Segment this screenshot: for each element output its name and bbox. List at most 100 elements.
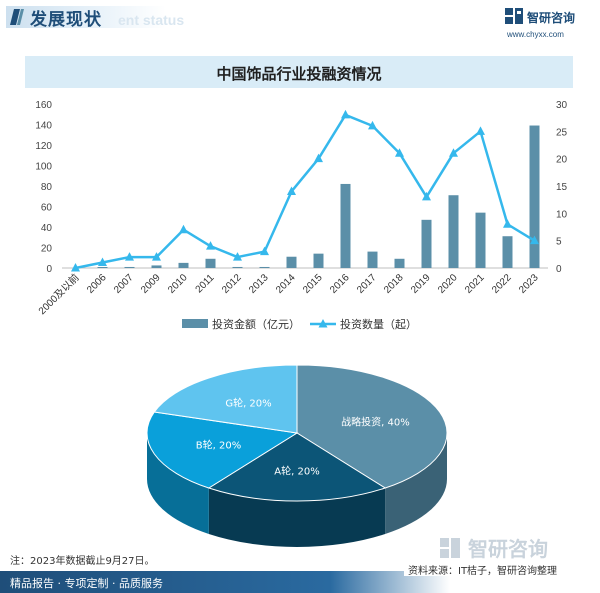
investment-count-marker bbox=[125, 252, 134, 261]
x-tick-label: 2007 bbox=[112, 272, 136, 296]
brand-url: www.chyxx.com bbox=[507, 30, 564, 39]
chyxx-logo-icon bbox=[505, 8, 523, 24]
investment-count-marker bbox=[152, 252, 161, 261]
investment-count-marker bbox=[71, 263, 80, 272]
x-tick-label: 2014 bbox=[274, 272, 298, 296]
y-left-tick-label: 120 bbox=[35, 141, 52, 152]
investment-amount-bar bbox=[394, 258, 405, 268]
y-right-tick-label: 30 bbox=[556, 100, 568, 111]
investment-amount-bar bbox=[97, 267, 108, 268]
y-right-tick-label: 5 bbox=[556, 237, 562, 248]
x-tick-label: 2019 bbox=[409, 272, 433, 296]
footer-bar bbox=[0, 571, 600, 593]
investment-amount-bar bbox=[367, 251, 378, 268]
data-source: 资料来源：IT桔子，智研咨询整理 bbox=[408, 566, 558, 577]
investment-amount-bar bbox=[151, 265, 162, 268]
investment-amount-bar bbox=[124, 266, 135, 268]
y-left-tick-label: 0 bbox=[46, 264, 52, 275]
y-left-tick-label: 40 bbox=[41, 223, 53, 234]
y-left-tick-label: 140 bbox=[35, 121, 52, 132]
y-left-tick-label: 80 bbox=[41, 182, 53, 193]
pie-slice-label: 战略投资, 40% bbox=[341, 415, 410, 428]
investment-amount-bar bbox=[448, 195, 459, 268]
y-right-tick-label: 10 bbox=[556, 209, 568, 220]
pie-slice bbox=[153, 364, 298, 434]
footnote: 注：2023年数据截止9月27日。 bbox=[10, 556, 155, 567]
investment-amount-bar bbox=[178, 262, 189, 268]
investment-count-marker bbox=[476, 126, 485, 135]
investment-amount-bar bbox=[529, 125, 540, 269]
investment-amount-bar bbox=[340, 183, 351, 268]
y-right-tick-label: 0 bbox=[556, 264, 562, 275]
investment-count-marker bbox=[98, 257, 107, 267]
legend-line-label: 投资数量（起） bbox=[340, 317, 417, 331]
legend-bar-swatch bbox=[182, 319, 208, 328]
investment-count-marker bbox=[503, 219, 512, 228]
footer-source-background bbox=[404, 560, 600, 576]
legend-bar-label: 投资金额（亿元） bbox=[212, 317, 300, 331]
investment-count-marker bbox=[260, 246, 269, 256]
legend-line-marker bbox=[318, 319, 328, 328]
watermark-logo: 智研咨询 bbox=[440, 537, 548, 560]
brand-name: 智研咨询 bbox=[527, 11, 576, 25]
pie-slice-side bbox=[385, 433, 447, 535]
investment-amount-bar bbox=[205, 258, 216, 268]
pie-slice-label: G轮, 20% bbox=[225, 397, 271, 410]
pie-slice-side bbox=[208, 488, 386, 547]
chart-title: 中国饰品行业投融资情况 bbox=[216, 65, 382, 83]
y-right-tick-label: 15 bbox=[556, 182, 568, 193]
footer-tagline: 精品报告 · 专项定制 · 品质服务 bbox=[10, 577, 163, 590]
x-tick-label: 2023 bbox=[517, 272, 541, 296]
slash-mark-icon bbox=[10, 9, 24, 25]
investment-count-marker bbox=[341, 109, 350, 119]
section-subtitle: ent status bbox=[118, 12, 185, 28]
investment-amount-bar bbox=[286, 256, 297, 268]
investment-amount-bar bbox=[259, 266, 270, 268]
investment-amount-bar bbox=[475, 212, 486, 268]
pie-slice bbox=[296, 364, 448, 489]
investment-count-marker bbox=[179, 224, 188, 234]
y-left-tick-label: 160 bbox=[35, 100, 52, 111]
bar-line-chart: 0 20 40 60 80 100 120 140 160 0 5 10 15 20 25 30 2000及以前… bbox=[35, 100, 568, 331]
investment-count-marker bbox=[422, 191, 431, 201]
x-tick-label: 2013 bbox=[247, 272, 271, 296]
investment-amount-bar bbox=[502, 236, 513, 268]
investment-count-marker bbox=[206, 241, 215, 250]
investment-count-marker bbox=[314, 153, 323, 163]
pie-slice bbox=[207, 432, 387, 502]
x-tick-label: 2020 bbox=[436, 272, 460, 296]
y-left-tick-label: 60 bbox=[41, 203, 53, 214]
x-tick-label: 2017 bbox=[355, 272, 379, 296]
pie-chart: 战略投资, 40% A轮, 20% B轮, 20% G轮, 20% bbox=[146, 364, 448, 547]
x-tick-label: 2012 bbox=[220, 272, 244, 296]
x-tick-label: 2015 bbox=[301, 272, 325, 296]
investment-count-marker bbox=[530, 235, 539, 245]
investment-count-marker bbox=[395, 148, 404, 157]
investment-count-marker bbox=[449, 148, 458, 157]
brand: 智研咨询 www.chyxx.com bbox=[505, 6, 585, 39]
investment-count-line bbox=[75, 113, 536, 270]
x-tick-label: 2010 bbox=[166, 272, 190, 296]
x-tick-label: 2016 bbox=[328, 272, 352, 296]
watermark-logo-text: 智研咨询 bbox=[468, 537, 548, 560]
x-tick-label: 2009 bbox=[139, 272, 163, 296]
y-right-tick-label: 20 bbox=[556, 155, 568, 166]
x-tick-label: 2000及以前 bbox=[35, 271, 81, 317]
y-left-tick-label: 100 bbox=[35, 162, 52, 173]
investment-count-marker bbox=[233, 252, 242, 261]
x-tick-label: 2022 bbox=[490, 272, 514, 296]
pie-slice-label: A轮, 20% bbox=[274, 464, 319, 477]
pie-slice-side bbox=[147, 433, 209, 535]
x-tick-label: 2018 bbox=[382, 272, 406, 296]
pie-slice-label: B轮, 20% bbox=[196, 439, 241, 452]
investment-amount-bar bbox=[421, 219, 432, 268]
y-left-tick-label: 20 bbox=[41, 244, 53, 255]
investment-amount-bar bbox=[232, 266, 243, 268]
section-title-tab bbox=[6, 6, 166, 28]
x-tick-label: 2011 bbox=[194, 272, 217, 295]
x-tick-label: 2006 bbox=[85, 272, 109, 296]
investment-count-marker bbox=[368, 120, 377, 130]
x-tick-label: 2021 bbox=[463, 272, 487, 296]
section-title: 发展现状 bbox=[30, 10, 102, 30]
investment-count-marker bbox=[287, 186, 296, 195]
